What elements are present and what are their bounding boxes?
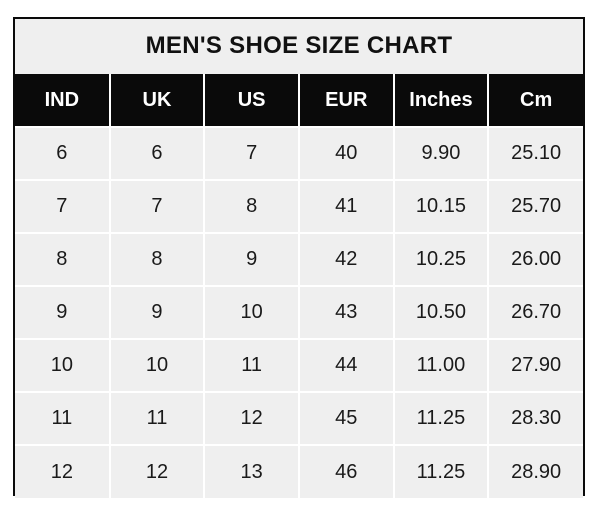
cell-us: 10 <box>204 285 300 339</box>
table-row: 7 7 8 41 10.15 25.70 <box>15 179 583 233</box>
cell-uk: 6 <box>109 126 206 180</box>
cell-uk: 8 <box>109 232 206 286</box>
cell-ind: 8 <box>15 232 111 286</box>
shoe-size-chart: MEN'S SHOE SIZE CHART IND UK US EUR Inch… <box>13 17 585 498</box>
cell-inches: 10.50 <box>393 285 490 339</box>
cell-ind: 6 <box>15 126 111 180</box>
cell-inches: 11.00 <box>393 338 490 392</box>
cell-inches: 11.25 <box>393 444 490 498</box>
cell-us: 12 <box>204 391 300 445</box>
cell-ind: 9 <box>15 285 111 339</box>
column-header-eur: EUR <box>298 74 395 127</box>
cell-inches: 10.25 <box>393 232 490 286</box>
cell-us: 9 <box>204 232 300 286</box>
table-row: 11 11 12 45 11.25 28.30 <box>15 391 583 445</box>
chart-title: MEN'S SHOE SIZE CHART <box>15 19 583 75</box>
cell-eur: 41 <box>298 179 395 233</box>
table-row: 8 8 9 42 10.25 26.00 <box>15 232 583 286</box>
cell-uk: 11 <box>109 391 206 445</box>
cell-cm: 28.90 <box>488 444 583 498</box>
cell-eur: 40 <box>298 126 395 180</box>
cell-ind: 10 <box>15 338 111 392</box>
cell-inches: 9.90 <box>393 126 490 180</box>
cell-cm: 27.90 <box>488 338 583 392</box>
table-row: 9 9 10 43 10.50 26.70 <box>15 285 583 339</box>
cell-us: 11 <box>204 338 300 392</box>
cell-uk: 10 <box>109 338 206 392</box>
column-header-us: US <box>204 74 300 127</box>
cell-ind: 7 <box>15 179 111 233</box>
column-header-cm: Cm <box>488 74 583 127</box>
cell-cm: 25.10 <box>488 126 583 180</box>
column-header-ind: IND <box>15 74 111 127</box>
cell-cm: 28.30 <box>488 391 583 445</box>
table-row: 12 12 13 46 11.25 28.90 <box>15 444 583 498</box>
size-chart-table: MEN'S SHOE SIZE CHART IND UK US EUR Inch… <box>15 19 583 498</box>
cell-cm: 26.70 <box>488 285 583 339</box>
column-header-row: IND UK US EUR Inches Cm <box>15 74 583 127</box>
cell-eur: 42 <box>298 232 395 286</box>
cell-inches: 11.25 <box>393 391 490 445</box>
cell-uk: 7 <box>109 179 206 233</box>
cell-ind: 12 <box>15 444 111 498</box>
cell-us: 7 <box>204 126 300 180</box>
cell-inches: 10.15 <box>393 179 490 233</box>
column-header-inches: Inches <box>393 74 490 127</box>
cell-eur: 46 <box>298 444 395 498</box>
cell-cm: 26.00 <box>488 232 583 286</box>
cell-cm: 25.70 <box>488 179 583 233</box>
cell-us: 13 <box>204 444 300 498</box>
column-header-uk: UK <box>109 74 206 127</box>
cell-us: 8 <box>204 179 300 233</box>
title-row: MEN'S SHOE SIZE CHART <box>15 19 583 75</box>
cell-ind: 11 <box>15 391 111 445</box>
table-row: 6 6 7 40 9.90 25.10 <box>15 126 583 180</box>
table-row: 10 10 11 44 11.00 27.90 <box>15 338 583 392</box>
cell-eur: 45 <box>298 391 395 445</box>
cell-eur: 44 <box>298 338 395 392</box>
cell-uk: 12 <box>109 444 206 498</box>
cell-uk: 9 <box>109 285 206 339</box>
size-chart-body: MEN'S SHOE SIZE CHART IND UK US EUR Inch… <box>15 19 583 498</box>
cell-eur: 43 <box>298 285 395 339</box>
